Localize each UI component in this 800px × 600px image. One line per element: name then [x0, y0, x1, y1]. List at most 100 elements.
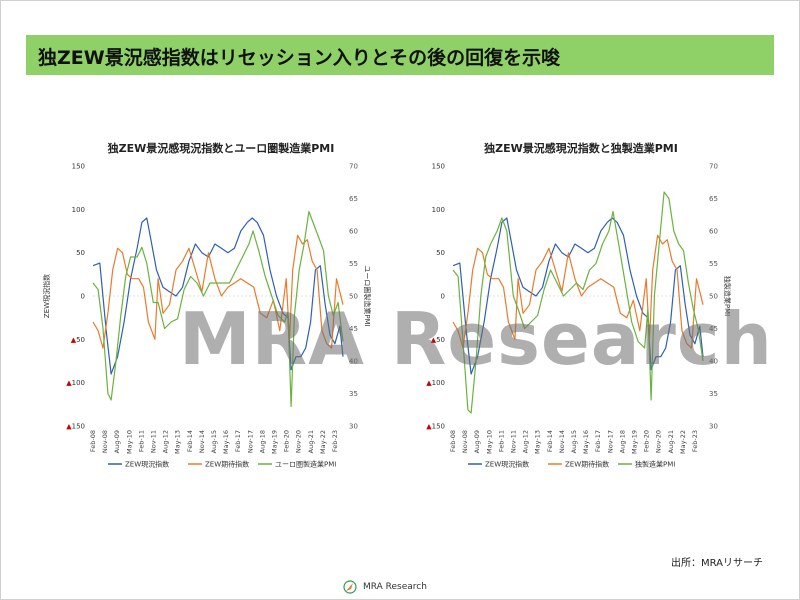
x-tick-label: Feb-20	[643, 430, 651, 452]
x-tick-label: Feb-08	[89, 430, 97, 452]
x-tick-label: Aug-21	[307, 430, 315, 453]
x-tick-label: Feb-11	[137, 430, 145, 452]
x-tick-label: Aug-09	[473, 430, 481, 453]
x-tick-label: May-19	[631, 430, 639, 454]
y2-tick-label: 45	[349, 325, 358, 333]
y2-tick-label: 60	[349, 228, 358, 236]
legend-label: 独製造業PMI	[635, 460, 675, 469]
footer-logo-text: MRA Research	[363, 582, 427, 592]
series-line-2	[452, 234, 704, 349]
series-line-1	[92, 217, 344, 375]
x-tick-label: Nov-11	[150, 430, 158, 453]
y-tick-label: ▲150	[426, 423, 445, 431]
y2-tick-label: 40	[709, 358, 718, 366]
y2-tick-label: 70	[709, 163, 718, 171]
legend-label: ZEW現況指数	[485, 460, 529, 469]
y2-tick-label: 30	[709, 423, 718, 431]
legend-label: ZEW期待指数	[565, 460, 609, 469]
y2-axis-label: 独製造業PMI	[723, 276, 732, 316]
y2-tick-label: 60	[709, 228, 718, 236]
series-line-3	[92, 210, 344, 408]
y-tick-label: 150	[432, 163, 445, 171]
x-tick-label: May-22	[679, 430, 687, 454]
y2-axis-label: ユーロ圏製造業PMI	[363, 265, 372, 326]
y2-tick-label: 65	[709, 195, 718, 203]
y-tick-label: 100	[72, 206, 85, 214]
x-tick-label: Nov-20	[295, 430, 303, 453]
x-tick-label: Nov-08	[101, 430, 109, 453]
x-tick-label: Nov-17	[606, 430, 614, 453]
x-tick-label: May-13	[534, 430, 542, 454]
y-tick-label: ▲100	[66, 379, 85, 387]
x-tick-label: Nov-08	[461, 430, 469, 453]
x-tick-label: May-13	[174, 430, 182, 454]
y-tick-label: 50	[436, 249, 445, 257]
y-axis-label: ZEW現況指数	[42, 274, 51, 318]
x-tick-label: Feb-20	[283, 430, 291, 452]
x-tick-label: May-22	[319, 430, 327, 454]
x-tick-label: Feb-17	[594, 430, 602, 452]
y-tick-label: ▲50	[71, 336, 85, 344]
x-tick-label: May-19	[271, 430, 279, 454]
y2-tick-label: 50	[709, 293, 718, 301]
x-tick-label: Feb-23	[331, 430, 339, 452]
y-tick-label: ▲100	[426, 379, 445, 387]
y-tick-label: 0	[81, 293, 85, 301]
page-title: 独ZEW景況感指数はリセッション入りとその後の回復を示唆	[38, 47, 561, 69]
x-tick-label: Aug-18	[258, 430, 266, 453]
source-note: 出所：MRAリサーチ	[670, 558, 763, 569]
x-tick-label: Nov-14	[558, 430, 566, 453]
x-tick-label: Nov-14	[198, 430, 206, 453]
x-tick-label: Aug-09	[113, 430, 121, 453]
x-tick-label: Aug-12	[162, 430, 170, 453]
y2-tick-label: 35	[349, 390, 358, 398]
y2-tick-label: 40	[349, 358, 358, 366]
y2-tick-label: 65	[349, 195, 358, 203]
chart-2-title: 独ZEW景況感現況指数と独製造業PMI	[484, 142, 678, 155]
x-tick-label: Aug-21	[667, 430, 675, 453]
chart-1: 150 100 50 0 ▲50 ▲100 ▲150 70 65 60 55 50 45 40 35 30 ZE…	[42, 163, 372, 469]
x-tick-label: Aug-15	[210, 430, 218, 453]
y2-tick-label: 35	[709, 390, 718, 398]
x-tick-label: Feb-08	[449, 430, 457, 452]
x-tick-label: Feb-17	[234, 430, 242, 452]
x-tick-label: Nov-11	[510, 430, 518, 453]
y-tick-label: 0	[441, 293, 445, 301]
x-tick-label: Feb-14	[546, 430, 554, 452]
chart-2: 150 100 50 0 ▲50 ▲100 ▲150 70 65 60 55 50 45 40 35 30 独製…	[426, 163, 732, 469]
y2-tick-label: 55	[349, 260, 358, 268]
x-tick-label: Aug-18	[618, 430, 626, 453]
y2-tick-label: 50	[349, 293, 358, 301]
y-tick-label: 150	[72, 163, 85, 171]
y-tick-label: ▲50	[431, 336, 445, 344]
x-tick-label: May-16	[582, 430, 590, 454]
y2-tick-label: 30	[349, 423, 358, 431]
footer-logo: MRA Research	[341, 579, 427, 595]
x-tick-label: Nov-17	[246, 430, 254, 453]
x-tick-label: Feb-14	[186, 430, 194, 452]
chart-1-title: 独ZEW景況感現況指数とユーロ圏製造業PMI	[107, 142, 335, 155]
title-banner: 独ZEW景況感指数はリセッション入りとその後の回復を示唆	[26, 35, 774, 75]
x-tick-label: Aug-15	[570, 430, 578, 453]
y2-tick-label: 45	[709, 325, 718, 333]
x-tick-label: Aug-12	[522, 430, 530, 453]
series-line-3	[452, 191, 704, 414]
x-tick-label: Feb-23	[691, 430, 699, 452]
legend-label: ZEW現況指数	[125, 460, 169, 469]
legend-label: ZEW期待指数	[205, 460, 249, 469]
x-tick-label: May-10	[125, 430, 133, 454]
y2-tick-label: 70	[349, 163, 358, 171]
series-line-1	[452, 217, 704, 375]
x-tick-label: May-16	[222, 430, 230, 454]
x-tick-label: Feb-11	[497, 430, 505, 452]
legend-label: ユーロ圏製造業PMI	[275, 460, 336, 469]
x-tick-label: May-10	[485, 430, 493, 454]
compass-logo-icon	[343, 580, 357, 594]
y-tick-label: 100	[432, 206, 445, 214]
x-tick-label: Nov-20	[655, 430, 663, 453]
y-tick-label: ▲150	[66, 423, 85, 431]
y-tick-label: 50	[76, 249, 85, 257]
watermark: MRA Research	[179, 297, 773, 381]
y2-tick-label: 55	[709, 260, 718, 268]
